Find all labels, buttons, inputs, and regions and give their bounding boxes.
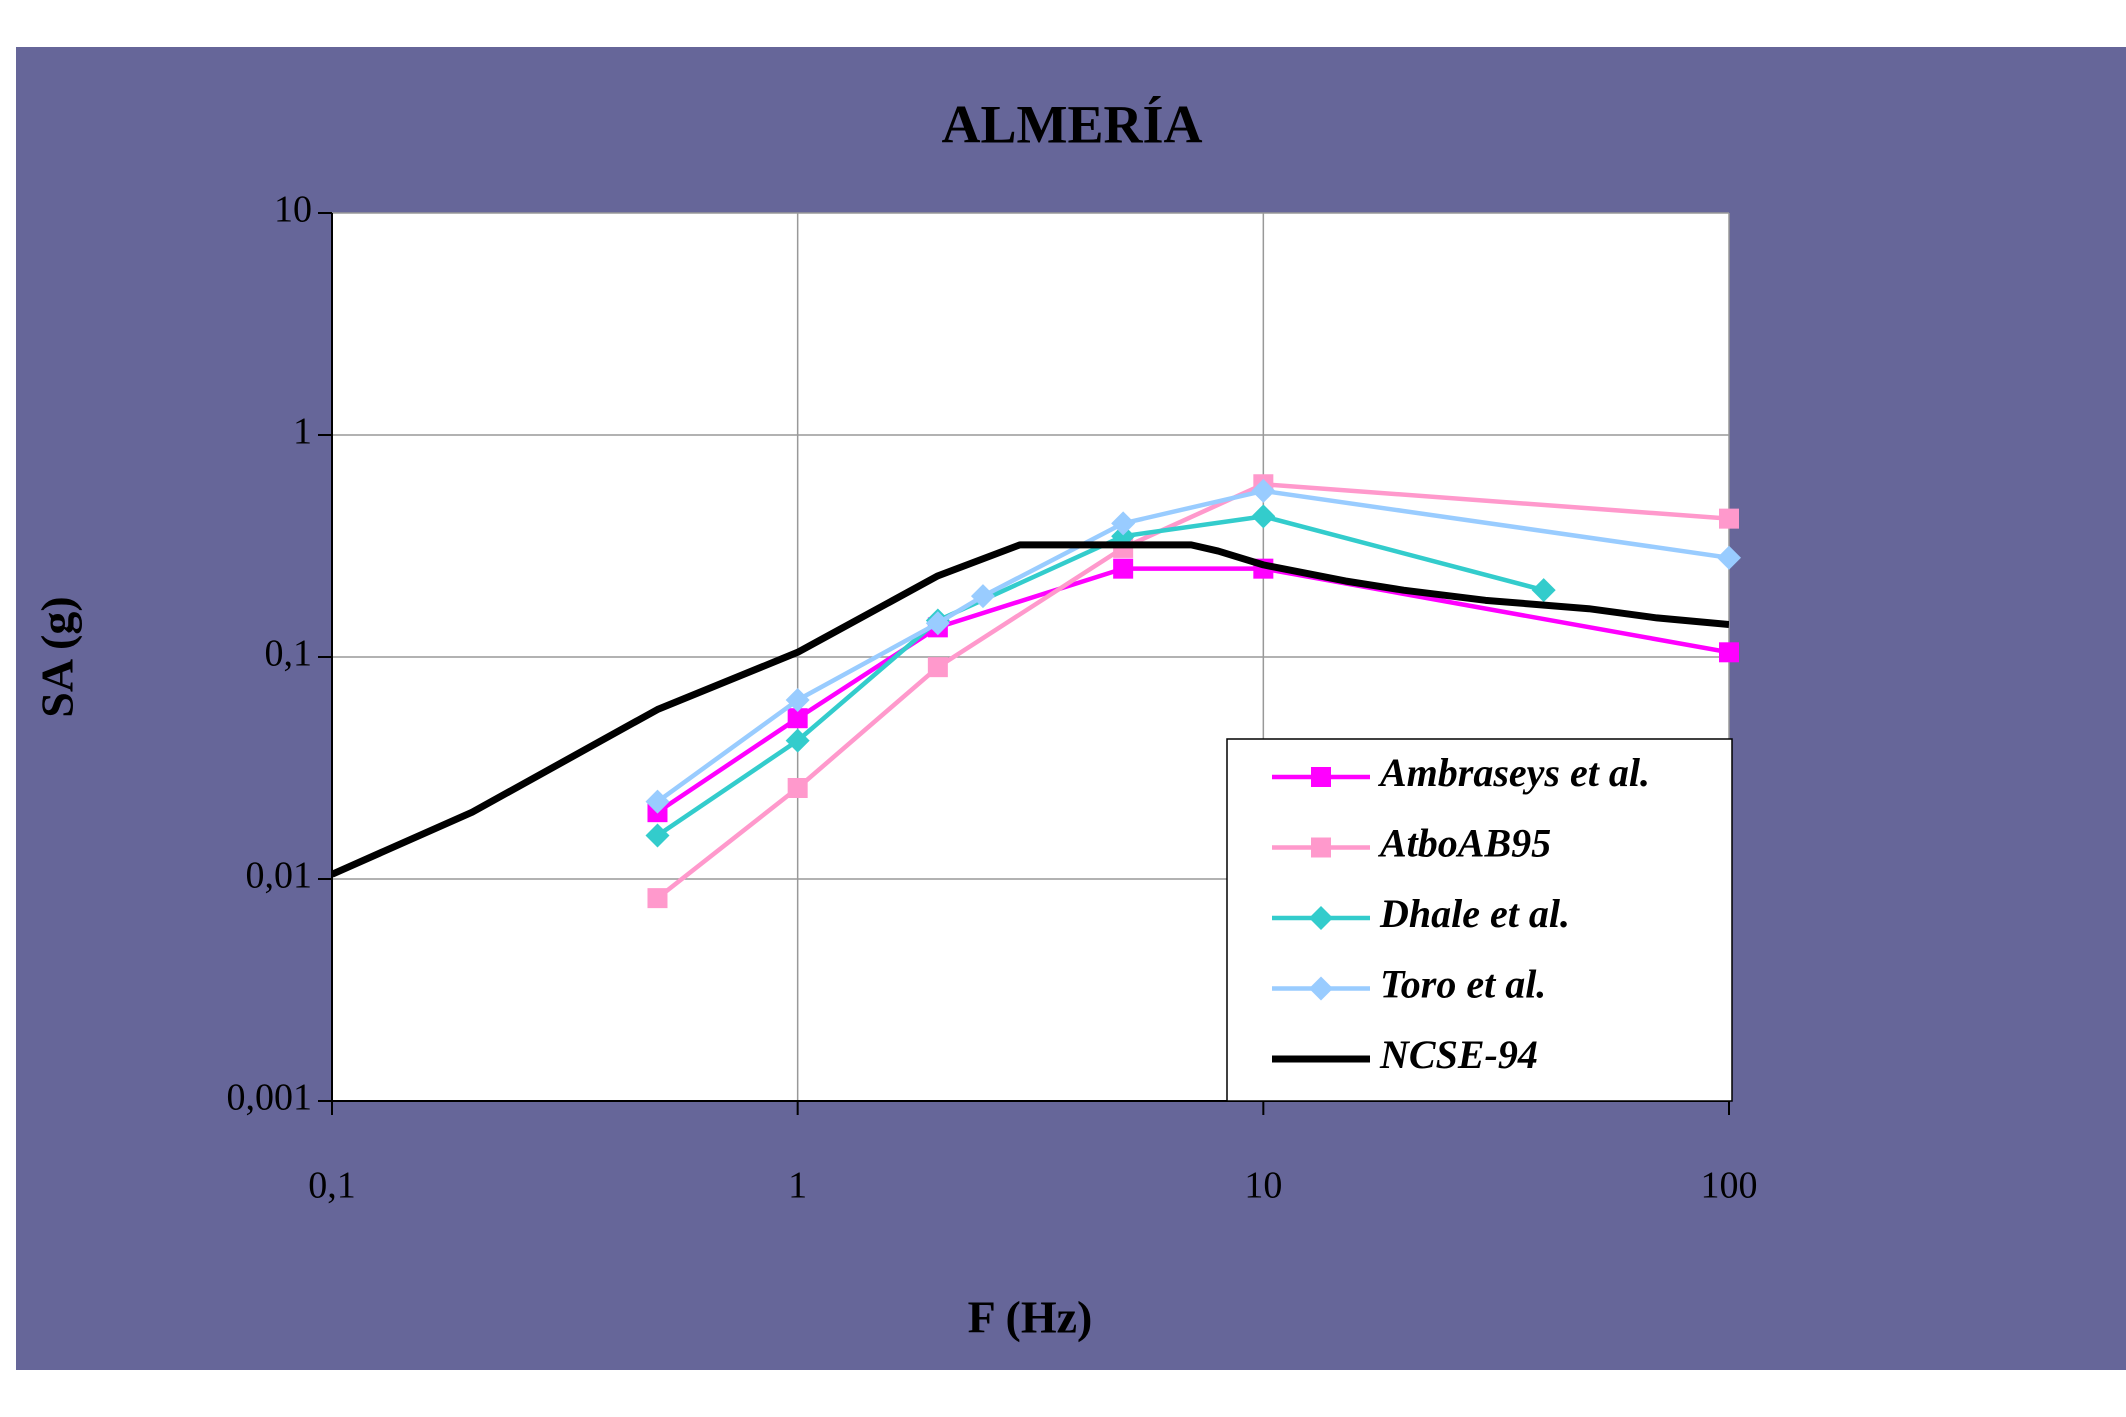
legend-label: Ambraseys et al.: [1377, 750, 1650, 795]
marker: [785, 728, 810, 753]
marker: [1111, 511, 1136, 536]
chart-title: ALMERÍA: [941, 94, 1202, 154]
marker: [1719, 642, 1739, 663]
x-tick-label: 1: [788, 1165, 807, 1207]
marker: [785, 688, 810, 713]
marker: [647, 888, 668, 909]
legend-label: NCSE-94: [1379, 1032, 1538, 1077]
x-axis-label: F (Hz): [968, 1292, 1093, 1343]
marker: [1311, 767, 1331, 787]
series-line: [332, 541, 1729, 878]
marker: [1717, 545, 1741, 570]
x-tick-label: 0,1: [308, 1165, 356, 1207]
marker: [1311, 837, 1331, 858]
marker: [1531, 578, 1556, 603]
y-tick-label: 0,1: [265, 633, 313, 675]
y-tick-label: 0,01: [246, 855, 313, 897]
marker: [787, 708, 808, 729]
marker: [1113, 558, 1134, 579]
legend-label: Toro et al.: [1380, 962, 1546, 1007]
marker: [927, 657, 948, 678]
marker: [970, 584, 995, 609]
y-tick-label: 10: [274, 189, 312, 231]
marker: [925, 611, 950, 636]
marker: [645, 823, 670, 848]
marker: [1251, 478, 1276, 503]
marker: [787, 777, 808, 798]
x-tick-label: 10: [1244, 1165, 1282, 1207]
marker: [645, 789, 670, 814]
marker: [1719, 508, 1739, 529]
legend-label: Dhale et al.: [1379, 891, 1570, 936]
legend-label: AtboAB95: [1377, 821, 1551, 866]
legend: Ambraseys et al. AtboAB95 Dhale et al. Toro…: [1226, 738, 1733, 1102]
series-line: [656, 482, 1729, 900]
marker: [1251, 504, 1276, 529]
marker: [1309, 906, 1333, 930]
series-line: [656, 514, 1545, 838]
marker: [1309, 976, 1333, 1001]
y-tick-label: 0,001: [227, 1077, 313, 1119]
x-tick-label: 100: [1701, 1165, 1758, 1207]
y-tick-label: 1: [293, 411, 312, 453]
y-axis-label: SA (g): [32, 596, 83, 717]
